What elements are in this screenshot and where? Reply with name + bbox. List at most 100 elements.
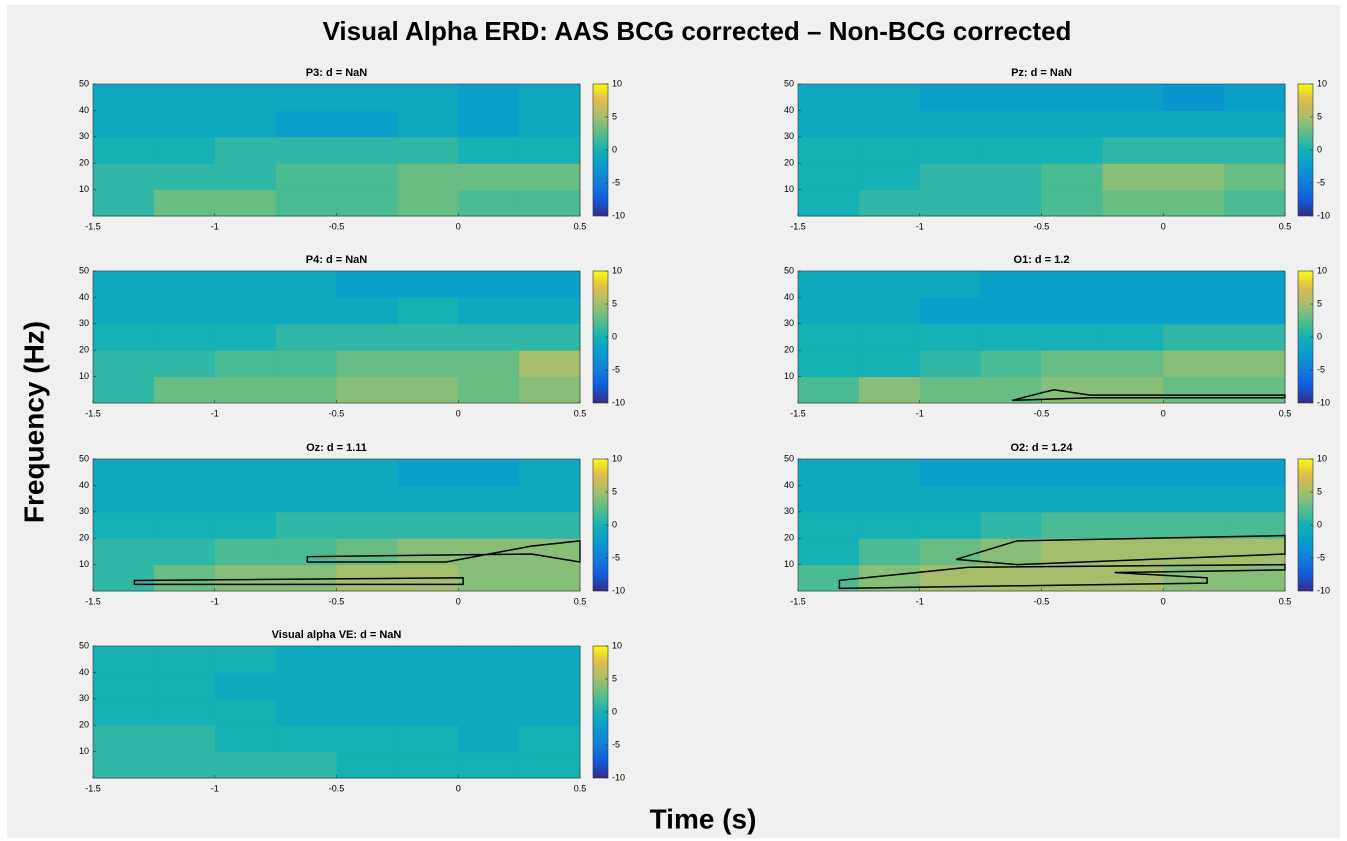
- heatmap-cell: [1163, 110, 1225, 138]
- heatmap-cell: [798, 271, 860, 298]
- heatmap-cell: [275, 110, 337, 138]
- heatmap-cell: [798, 376, 860, 404]
- heatmap-cell: [214, 297, 277, 325]
- heatmap-cell: [798, 163, 860, 191]
- heatmap-cell: [336, 698, 398, 726]
- heatmap-cell: [1163, 297, 1225, 325]
- heatmap-cell: [214, 84, 277, 111]
- heatmap-cell: [397, 136, 459, 164]
- heatmap-cell: [1041, 297, 1103, 325]
- heatmap-cell: [336, 672, 398, 700]
- heatmap-cell: [1163, 511, 1225, 539]
- colorbar-tick-label: -5: [612, 739, 620, 749]
- heatmap-cell: [1163, 271, 1225, 298]
- heatmap-cell: [275, 323, 337, 351]
- heatmap-cell: [1041, 110, 1103, 138]
- heatmap-cell: [519, 84, 581, 111]
- heatmap-cell: [980, 564, 1042, 592]
- y-tick-label: 50: [79, 78, 89, 88]
- heatmap-cell: [798, 485, 860, 513]
- heatmap-cell: [1163, 376, 1225, 404]
- y-tick-label: 50: [784, 265, 794, 275]
- heatmap-cell: [153, 271, 216, 298]
- heatmap-cell: [519, 564, 581, 592]
- colorbar-tick-label: -10: [1317, 397, 1330, 407]
- y-tick-label: 50: [784, 78, 794, 88]
- y-tick-label: 20: [79, 345, 89, 355]
- heatmap-cell: [397, 110, 459, 138]
- heatmap-cell: [980, 136, 1042, 164]
- heatmap-cell: [858, 271, 921, 298]
- heatmap-cell: [980, 323, 1042, 351]
- heatmap-cell: [519, 698, 581, 726]
- heatmap-cell: [153, 323, 216, 351]
- heatmap-cell: [397, 646, 459, 673]
- heatmap-cell: [336, 485, 398, 513]
- colorbar-tick-label: -10: [612, 397, 625, 407]
- heatmap-cell: [919, 350, 982, 378]
- colorbar-tick-label: 0: [612, 331, 617, 341]
- heatmap-cell: [397, 511, 459, 539]
- heatmap-cell: [153, 511, 216, 539]
- heatmap-cell: [397, 672, 459, 700]
- colorbar-tick-label: -5: [612, 177, 620, 187]
- heatmap-cell: [397, 376, 459, 404]
- heatmap-cell: [980, 189, 1042, 217]
- heatmap-cell: [1041, 538, 1103, 566]
- heatmap-cell: [458, 511, 520, 539]
- colorbar-tick-label: 10: [612, 640, 622, 650]
- heatmap-cell: [93, 110, 155, 138]
- heatmap-cell: [1102, 511, 1164, 539]
- heatmap-cell: [153, 725, 216, 753]
- x-tick-label: -0.5: [329, 596, 345, 606]
- x-tick-label: 0: [456, 408, 461, 418]
- colorbar-tick-label: -5: [1317, 552, 1325, 562]
- heatmap-cell: [919, 511, 982, 539]
- heatmap-cell: [1224, 538, 1286, 566]
- y-tick-label: 20: [784, 533, 794, 543]
- heatmap-cell: [397, 538, 459, 566]
- heatmap-cell: [336, 271, 398, 298]
- heatmap-cell: [519, 376, 581, 404]
- heatmap-cell: [275, 698, 337, 726]
- heatmap-cell: [1102, 323, 1164, 351]
- y-tick-label: 20: [784, 158, 794, 168]
- heatmap-cell: [1224, 271, 1286, 298]
- x-tick-label: -0.5: [329, 783, 345, 793]
- heatmap-cell: [1224, 84, 1286, 111]
- colorbar-tick-label: 0: [1317, 331, 1322, 341]
- heatmap-cell: [275, 84, 337, 111]
- y-tick-label: 10: [784, 559, 794, 569]
- heatmap-cell: [519, 163, 581, 191]
- x-tick-label: 0: [456, 596, 461, 606]
- heatmap-cell: [458, 485, 520, 513]
- heatmap-cell: [980, 297, 1042, 325]
- y-tick-label: 10: [79, 371, 89, 381]
- colorbar-tick-label: 0: [612, 706, 617, 716]
- heatmap-cell: [858, 350, 921, 378]
- colorbar-tick-label: 10: [1317, 78, 1327, 88]
- y-tick-label: 20: [79, 158, 89, 168]
- heatmap-cell: [93, 751, 155, 779]
- x-tick-label: -1: [211, 408, 219, 418]
- y-tick-label: 10: [784, 371, 794, 381]
- heatmap-cell: [919, 376, 982, 404]
- heatmap-cell: [275, 163, 337, 191]
- heatmap-cell: [1163, 485, 1225, 513]
- heatmap-cell: [1041, 511, 1103, 539]
- colorbar-tick-label: 10: [1317, 453, 1327, 463]
- heatmap-cell: [275, 350, 337, 378]
- heatmap-cell: [1163, 350, 1225, 378]
- heatmap-cell: [153, 564, 216, 592]
- heatmap-cell: [275, 538, 337, 566]
- heatmap-cell: [336, 136, 398, 164]
- heatmap-cell: [397, 189, 459, 217]
- heatmap-cell: [519, 189, 581, 217]
- heatmap-cell: [214, 376, 277, 404]
- heatmap-cell: [153, 459, 216, 486]
- x-tick-label: 0.5: [574, 221, 587, 231]
- y-tick-label: 30: [79, 693, 89, 703]
- heatmap-cell: [153, 189, 216, 217]
- heatmap-cell: [519, 646, 581, 673]
- heatmap-cell: [1102, 271, 1164, 298]
